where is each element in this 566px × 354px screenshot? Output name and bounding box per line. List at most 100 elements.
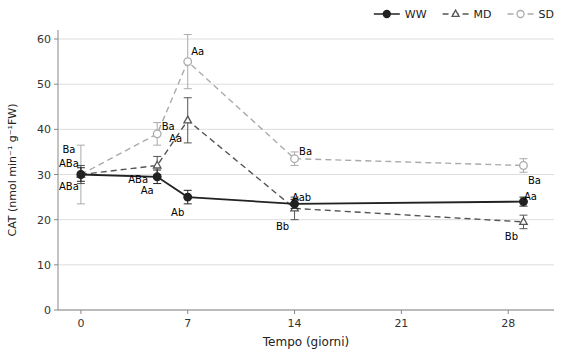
error-bar-cap — [153, 183, 161, 184]
y-axis-line — [58, 30, 59, 310]
error-bar-cap — [184, 97, 192, 98]
plot-data — [77, 35, 528, 229]
error-bar-cap — [153, 170, 161, 171]
error-bar — [519, 215, 527, 229]
x-tick — [401, 310, 402, 314]
legend: WW MD SD — [374, 8, 554, 21]
error-bar — [291, 152, 299, 166]
y-tick — [54, 39, 58, 40]
error-bar-cap — [291, 151, 299, 152]
grid — [58, 39, 554, 310]
marker — [153, 161, 161, 168]
y-tick-label: 30 — [37, 169, 51, 182]
point-label: Ba — [62, 144, 75, 155]
error-bar — [184, 98, 192, 143]
error-bar-cap — [184, 142, 192, 143]
error-bar-cap — [184, 88, 192, 89]
grid-line — [58, 310, 554, 311]
x-axis-line — [58, 310, 554, 311]
marker — [184, 58, 192, 66]
marker — [77, 171, 85, 179]
error-bar-cap — [184, 190, 192, 191]
point-label: Ab — [171, 207, 184, 218]
grid-line — [58, 129, 554, 130]
marker — [291, 155, 299, 163]
error-bar — [153, 123, 161, 146]
x-tick — [187, 310, 188, 314]
error-bar-cap — [519, 228, 527, 229]
error-bar — [153, 170, 161, 184]
axes: 010203040506007142128 — [37, 30, 554, 330]
point-label: Ba — [299, 146, 312, 157]
point-label: ABa — [128, 174, 148, 185]
series — [77, 35, 528, 204]
point-label: Ba — [162, 121, 175, 132]
marker — [184, 193, 192, 201]
marker — [517, 11, 524, 18]
error-bar-cap — [291, 165, 299, 166]
error-bar-cap — [184, 34, 192, 35]
y-tick — [54, 84, 58, 85]
legend-item: MD — [443, 8, 492, 21]
x-tick-label: 21 — [394, 317, 408, 330]
point-label: Aa — [524, 191, 537, 202]
x-tick — [294, 310, 295, 314]
x-tick — [508, 310, 509, 314]
point-label: Aa — [191, 46, 204, 57]
error-bar-cap — [519, 158, 527, 159]
error-bar-cap — [291, 219, 299, 220]
point-labels: BaBaAaBaBaABaABaAaBbBbABaAaAbAabAa — [59, 46, 541, 242]
point-label: Aa — [169, 133, 182, 144]
marker — [520, 218, 528, 225]
marker — [153, 130, 161, 138]
series — [77, 168, 528, 209]
error-bar — [519, 159, 527, 173]
error-bar-cap — [184, 203, 192, 204]
marker — [153, 173, 161, 181]
y-tick-label: 50 — [37, 78, 51, 91]
x-tick-label: 14 — [288, 317, 302, 330]
error-bar — [77, 145, 85, 204]
marker — [383, 11, 390, 18]
grid-line — [58, 264, 554, 265]
grid-line — [58, 39, 554, 40]
y-tick — [54, 264, 58, 265]
y-axis-label: CAT (nmol min⁻¹ g⁻¹FW) — [6, 104, 19, 237]
x-tick-label: 7 — [184, 317, 191, 330]
error-bar — [184, 35, 192, 89]
series-line — [81, 175, 524, 204]
x-tick-label: 28 — [501, 317, 515, 330]
y-tick — [54, 129, 58, 130]
error-bar-cap — [519, 172, 527, 173]
error-bar-cap — [77, 203, 85, 204]
point-label: Ba — [528, 175, 541, 186]
legend-label: WW — [405, 8, 427, 21]
y-tick-label: 10 — [37, 259, 51, 272]
error-bar-cap — [77, 145, 85, 146]
error-bar — [184, 190, 192, 204]
error-bar — [77, 168, 85, 182]
series — [77, 98, 528, 229]
point-label: Aab — [292, 192, 311, 203]
y-tick-label: 20 — [37, 214, 51, 227]
marker — [184, 116, 192, 123]
y-tick — [54, 310, 58, 311]
grid-line — [58, 84, 554, 85]
y-tick-label: 60 — [37, 33, 51, 46]
chart: 010203040506007142128Tempo (giorni)CAT (… — [0, 0, 566, 354]
series-line — [81, 62, 524, 175]
marker — [452, 10, 459, 16]
legend-item: WW — [374, 8, 427, 21]
x-axis-label: Tempo (giorni) — [262, 335, 349, 349]
marker — [77, 171, 85, 179]
legend-item: SD — [508, 8, 554, 21]
y-tick — [54, 174, 58, 175]
legend-label: SD — [539, 8, 554, 21]
error-bar-cap — [153, 145, 161, 146]
legend-label: MD — [474, 8, 492, 21]
point-label: Aa — [141, 185, 154, 196]
point-label: ABa — [59, 158, 79, 169]
point-label: ABa — [59, 181, 79, 192]
error-bar-cap — [153, 156, 161, 157]
y-tick-label: 40 — [37, 123, 51, 136]
